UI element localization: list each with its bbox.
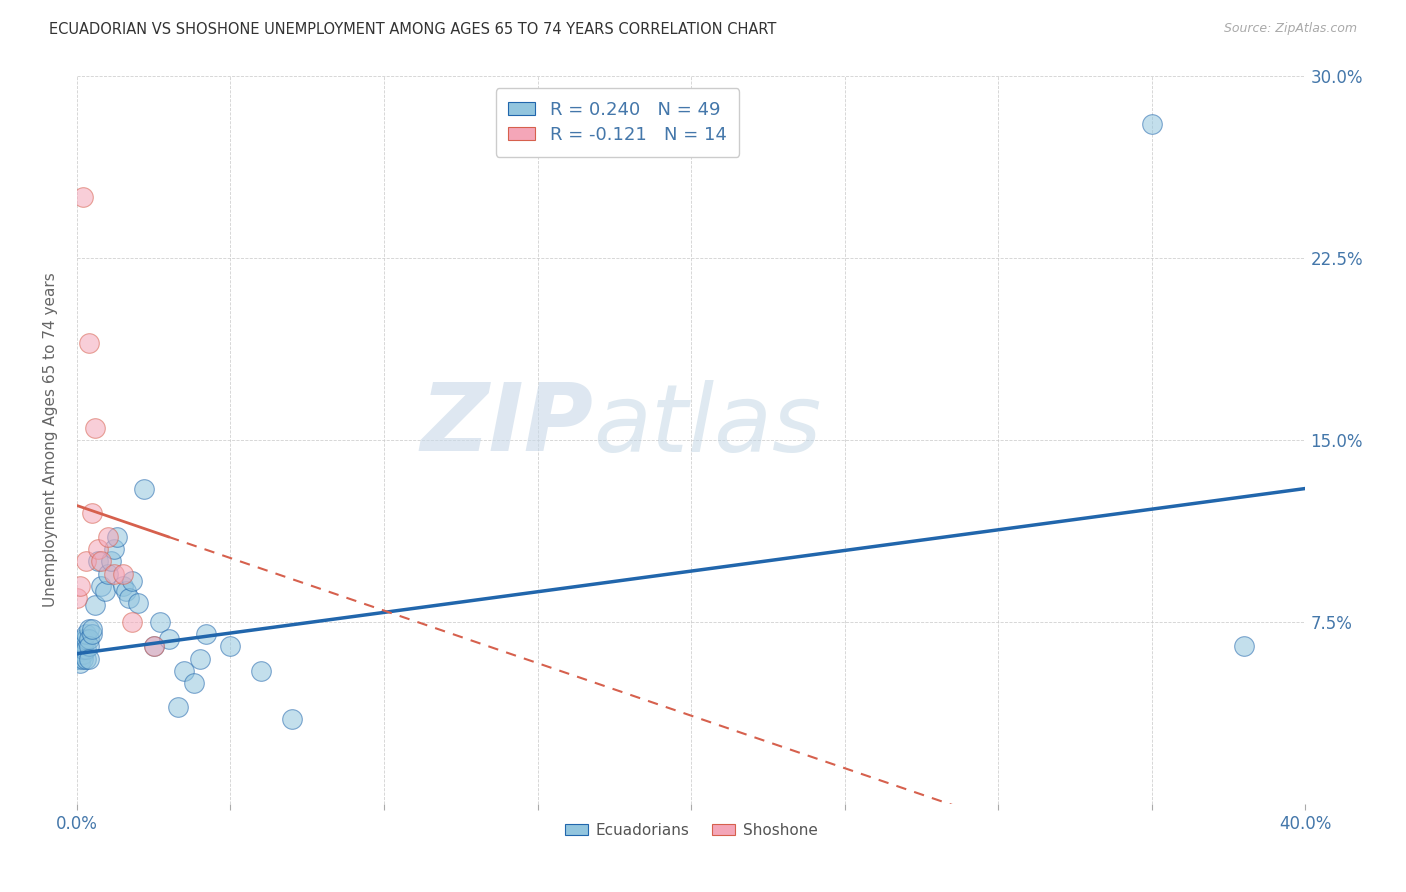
Point	[127, 596, 149, 610]
Point	[69, 651, 91, 665]
Point	[219, 640, 242, 654]
Point	[90, 554, 112, 568]
Text: atlas: atlas	[593, 380, 821, 471]
Point	[82, 506, 104, 520]
Point	[90, 579, 112, 593]
Point	[188, 651, 211, 665]
Point	[72, 190, 94, 204]
Point	[183, 676, 205, 690]
Point	[111, 566, 134, 581]
Point	[103, 542, 125, 557]
Point	[157, 632, 180, 647]
Point	[1233, 640, 1256, 654]
Point	[72, 632, 94, 647]
Text: Source: ZipAtlas.com: Source: ZipAtlas.com	[1223, 22, 1357, 36]
Point	[72, 647, 94, 661]
Point	[105, 530, 128, 544]
Point	[142, 640, 165, 654]
Point	[167, 700, 190, 714]
Point	[75, 554, 97, 568]
Point	[118, 591, 141, 605]
Point	[75, 651, 97, 665]
Point	[75, 627, 97, 641]
Point	[250, 664, 273, 678]
Point	[142, 640, 165, 654]
Point	[84, 598, 107, 612]
Y-axis label: Unemployment Among Ages 65 to 74 years: Unemployment Among Ages 65 to 74 years	[44, 273, 58, 607]
Point	[173, 664, 195, 678]
Point	[100, 554, 122, 568]
Point	[97, 566, 120, 581]
Point	[82, 627, 104, 641]
Point	[75, 632, 97, 647]
Point	[84, 421, 107, 435]
Point	[69, 634, 91, 648]
Point	[77, 335, 100, 350]
Point	[77, 640, 100, 654]
Point	[82, 623, 104, 637]
Point	[93, 583, 115, 598]
Point	[77, 632, 100, 647]
Legend: Ecuadorians, Shoshone: Ecuadorians, Shoshone	[558, 817, 824, 844]
Point	[87, 542, 110, 557]
Point	[69, 644, 91, 658]
Point	[1140, 117, 1163, 131]
Point	[72, 641, 94, 656]
Point	[69, 579, 91, 593]
Point	[72, 651, 94, 665]
Point	[194, 627, 217, 641]
Point	[66, 651, 89, 665]
Point	[121, 574, 143, 588]
Point	[77, 623, 100, 637]
Point	[75, 641, 97, 656]
Point	[111, 579, 134, 593]
Point	[103, 566, 125, 581]
Point	[149, 615, 172, 629]
Point	[69, 647, 91, 661]
Point	[87, 554, 110, 568]
Point	[281, 712, 304, 726]
Point	[69, 657, 91, 671]
Text: ZIP: ZIP	[420, 379, 593, 471]
Text: ECUADORIAN VS SHOSHONE UNEMPLOYMENT AMONG AGES 65 TO 74 YEARS CORRELATION CHART: ECUADORIAN VS SHOSHONE UNEMPLOYMENT AMON…	[49, 22, 776, 37]
Point	[72, 640, 94, 654]
Point	[115, 583, 138, 598]
Point	[69, 640, 91, 654]
Point	[121, 615, 143, 629]
Point	[66, 591, 89, 605]
Point	[77, 651, 100, 665]
Point	[97, 530, 120, 544]
Point	[134, 482, 156, 496]
